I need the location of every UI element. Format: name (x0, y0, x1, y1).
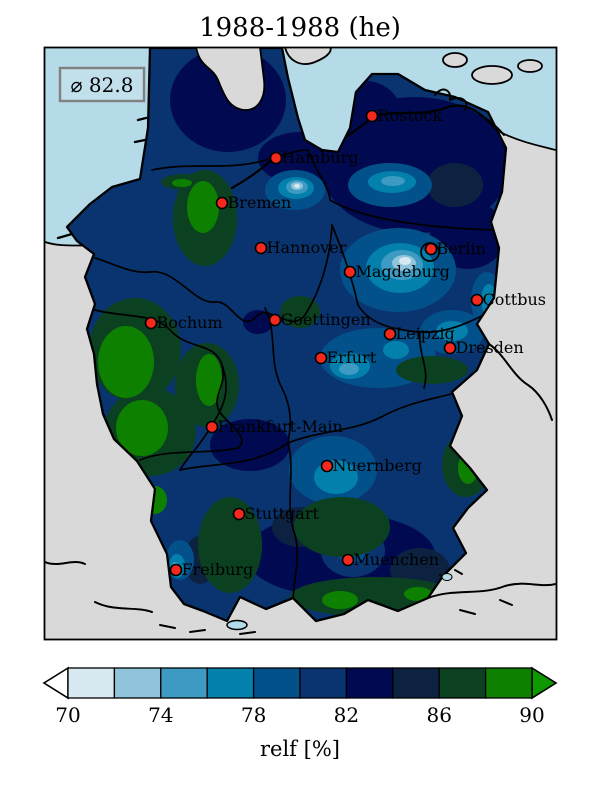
city-label: Magdeburg (356, 262, 450, 281)
colorbar: 70 74 78 82 86 90 (42, 666, 558, 727)
city-label: Bremen (228, 193, 292, 212)
colorbar-segment-72-74 (113, 667, 162, 699)
city-label: Dresden (456, 338, 524, 357)
city-marker-leipzig: Leipzig (383, 324, 455, 343)
city-label: Erfurt (327, 348, 377, 367)
city-dot (268, 313, 282, 327)
map-frame (43, 46, 558, 641)
denmark-and-islands (195, 48, 543, 111)
mean-value-text: ⌀ 82.8 (71, 73, 134, 97)
ruegen-usedom-coast (434, 88, 505, 136)
poland-land (490, 132, 556, 263)
city-label: Hamburg (282, 148, 359, 167)
city-marker-goettingen: Goettingen (268, 310, 371, 329)
state-borders (94, 149, 498, 613)
colorbar-tick-82: 82 (334, 703, 359, 727)
city-label: Freiburg (182, 560, 254, 579)
city-dot (215, 196, 229, 210)
city-marker-berlin: Berlin (424, 239, 486, 258)
city-label: Stuttgart (245, 504, 320, 523)
figure-title: 1988-1988 (he) (199, 13, 401, 43)
city-dot (470, 293, 484, 307)
colorbar-segment-82-84 (345, 667, 394, 699)
city-marker-rostock: Rostock (365, 106, 443, 125)
city-label: Bochum (157, 313, 223, 332)
colorbar-segment-76-78 (206, 667, 255, 699)
city-label: Leipzig (396, 324, 455, 343)
city-dot (269, 151, 283, 165)
city-dot (169, 563, 183, 577)
map-area: ⌀ 82.8 Rostock Hamburg Bremen Hannover Berli… (45, 48, 556, 639)
colorbar-tick-86: 86 (426, 703, 451, 727)
city-marker-muenchen: Muenchen (341, 550, 440, 569)
lake-constance (226, 619, 248, 631)
colorbar-segment-80-82 (299, 667, 348, 699)
city-marker-magdeburg: Magdeburg (343, 262, 450, 281)
city-marker-dresden: Dresden (443, 338, 524, 357)
city-dot (341, 553, 355, 567)
city-label: Goettingen (281, 310, 371, 329)
city-dot (254, 241, 268, 255)
colorbar-over-arrow (531, 666, 558, 700)
colorbar-tick-74: 74 (148, 703, 173, 727)
city-marker-stuttgart: Stuttgart (232, 504, 320, 523)
city-marker-hamburg: Hamburg (269, 148, 359, 167)
city-dot (144, 316, 158, 330)
city-marker-erfurt: Erfurt (314, 348, 377, 367)
colorbar-label: relf [%] (260, 737, 340, 761)
colorbar-segment-88-90 (484, 667, 533, 699)
city-label: Rostock (378, 106, 443, 125)
city-marker-bochum: Bochum (144, 313, 223, 332)
colorbar-tick-78: 78 (241, 703, 266, 727)
city-dot (424, 242, 438, 256)
city-dot (383, 327, 397, 341)
city-marker-nuernberg: Nuernberg (320, 456, 422, 475)
lake-chiemsee (441, 573, 453, 581)
germany-border (65, 48, 508, 623)
colorbar-segment-86-88 (438, 667, 487, 699)
city-markers: Rostock Hamburg Bremen Hannover Berlin Magdeb… (144, 106, 547, 579)
city-label: Berlin (437, 239, 486, 258)
city-dot (365, 109, 379, 123)
city-marker-cottbus: Cottbus (470, 290, 547, 309)
colorbar-segment-78-80 (252, 667, 301, 699)
city-dot (443, 341, 457, 355)
mean-value-badge (58, 66, 146, 103)
polish-coastline (499, 131, 556, 151)
colorbar-segment-74-76 (160, 667, 208, 699)
city-marker-hannover: Hannover (254, 238, 347, 257)
city-dot (314, 351, 328, 365)
city-label: Frankfurt-Main (218, 417, 343, 436)
colorbar-under-arrow (42, 666, 69, 700)
city-marker-frankfurt-main: Frankfurt-Main (205, 417, 343, 436)
city-label: Cottbus (483, 290, 547, 309)
city-marker-bremen: Bremen (215, 193, 292, 212)
contour-patches-70-72 (294, 184, 411, 265)
city-dot (232, 507, 246, 521)
city-dot (205, 420, 219, 434)
city-label: Hannover (267, 238, 347, 257)
alpine-borders (45, 343, 556, 635)
city-dot (320, 459, 334, 473)
city-label: Muenchen (354, 550, 440, 569)
colorbar-segment-70-72 (67, 667, 116, 699)
city-dot (343, 265, 357, 279)
colorbar-tick-70: 70 (55, 703, 80, 727)
germany-contour-field (67, 48, 506, 621)
colorbar-tick-90: 90 (519, 703, 544, 727)
colorbar-segment-84-86 (392, 667, 440, 699)
city-label: Nuernberg (333, 456, 422, 475)
city-marker-freiburg: Freiburg (169, 560, 254, 579)
